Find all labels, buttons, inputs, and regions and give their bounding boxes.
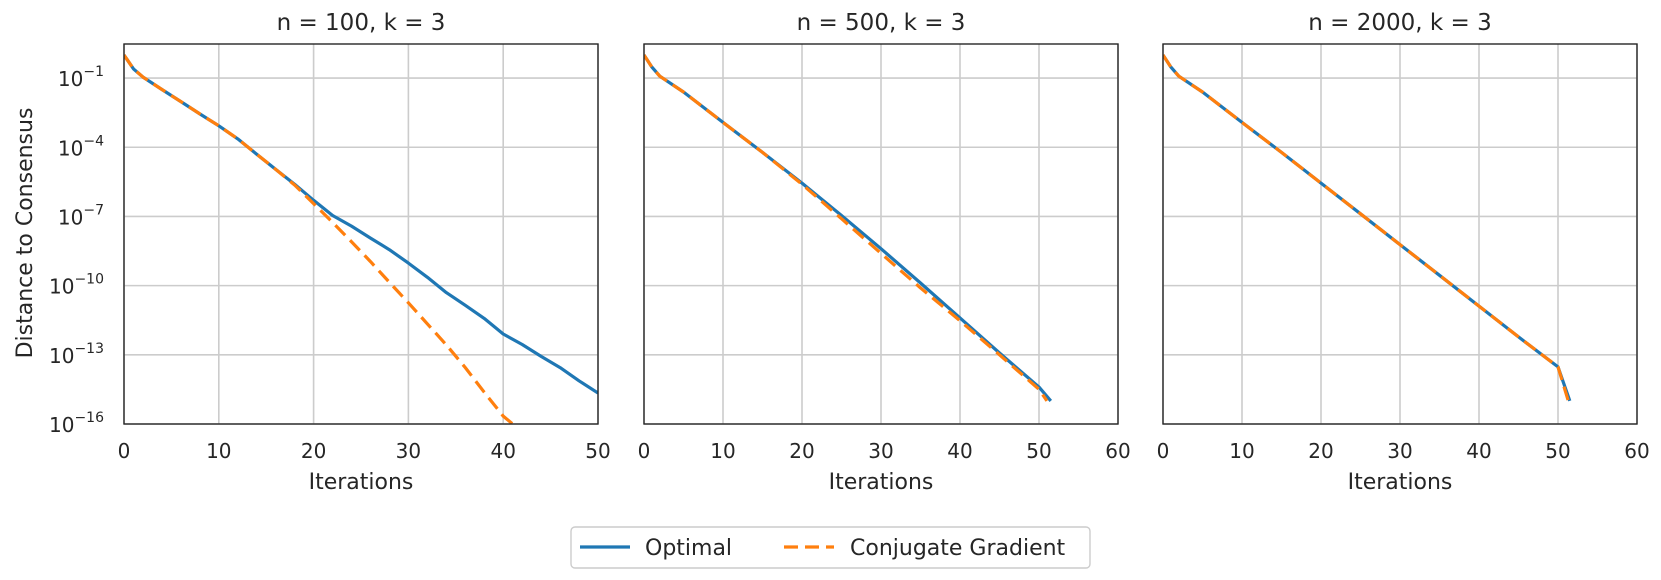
x-tick-label: 10 (206, 439, 231, 463)
y-tick-label: 10−7 (58, 202, 104, 229)
legend-label-conjugate-gradient: Conjugate Gradient (850, 536, 1066, 561)
y-axis-label: Distance to Consensus (13, 108, 38, 359)
series-line-optimal (1163, 54, 1572, 402)
plot-frame (123, 43, 599, 425)
series-line-conjugate-gradient (124, 54, 514, 424)
y-tick-label: 10−4 (58, 133, 104, 160)
x-tick-label: 0 (118, 439, 131, 463)
y-tick-label: 10−13 (49, 341, 104, 368)
x-tick-label: 10 (710, 439, 735, 463)
x-tick-label: 50 (1545, 439, 1570, 463)
chart-panel: n = 500, k = 3 0 10 20 30 40 50 60 Iterations (638, 10, 1131, 495)
chart-panels: n = 100, k = 3 0 10 20 30 40 50 Iterations 10−1 1… (49, 10, 1650, 495)
panel-title: n = 500, k = 3 (797, 10, 966, 36)
x-tick-label: 50 (1026, 439, 1051, 463)
panel-title: n = 100, k = 3 (277, 10, 446, 36)
y-tick-label: 10−1 (58, 64, 104, 91)
x-tick-label: 40 (1466, 439, 1491, 463)
series-line-conjugate-gradient (644, 54, 1049, 402)
x-tick-label: 40 (490, 439, 515, 463)
y-tick-label: 10−16 (49, 410, 104, 437)
x-tick-label: 30 (1387, 439, 1412, 463)
legend-label-optimal: Optimal (645, 536, 732, 561)
x-axis-label: Iterations (1348, 470, 1453, 495)
x-tick-label: 0 (638, 439, 651, 463)
x-tick-label: 20 (301, 439, 326, 463)
series-line-conjugate-gradient (1163, 54, 1570, 402)
chart-panel: n = 100, k = 3 0 10 20 30 40 50 Iterations 10−1 1… (49, 10, 611, 495)
x-tick-label: 0 (1157, 439, 1170, 463)
x-tick-label: 60 (1624, 439, 1649, 463)
x-tick-label: 10 (1229, 439, 1254, 463)
plot-frame (643, 43, 1119, 425)
x-tick-label: 20 (789, 439, 814, 463)
plot-frame (1162, 43, 1638, 425)
legend: Optimal Conjugate Gradient (570, 526, 1091, 569)
x-tick-label: 30 (868, 439, 893, 463)
x-axis-label: Iterations (309, 470, 414, 495)
x-tick-label: 60 (1105, 439, 1130, 463)
x-tick-label: 50 (585, 439, 610, 463)
chart-panel: n = 2000, k = 3 0 10 20 30 40 50 60 Iterations (1157, 10, 1650, 495)
series-line-optimal (644, 54, 1053, 402)
y-tick-label: 10−10 (49, 272, 104, 299)
x-tick-label: 30 (396, 439, 421, 463)
x-tick-label: 20 (1308, 439, 1333, 463)
series-line-optimal (124, 54, 598, 395)
x-tick-label: 40 (947, 439, 972, 463)
panel-title: n = 2000, k = 3 (1308, 10, 1491, 36)
x-axis-label: Iterations (829, 470, 934, 495)
